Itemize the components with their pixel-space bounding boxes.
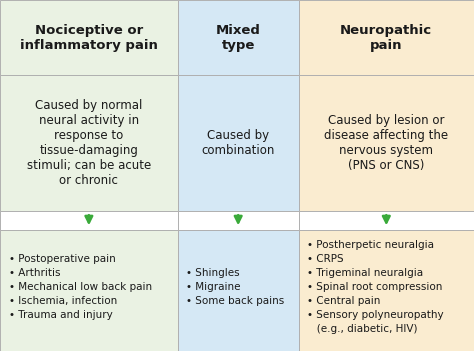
Text: Caused by normal
neural activity in
response to
tissue-damaging
stimuli; can be : Caused by normal neural activity in resp…: [27, 99, 151, 187]
Text: Nociceptive or
inflammatory pain: Nociceptive or inflammatory pain: [20, 24, 158, 52]
Bar: [178, 230, 299, 351]
Bar: [0, 230, 178, 351]
Text: • Shingles
• Migraine
• Some back pains: • Shingles • Migraine • Some back pains: [186, 268, 284, 306]
Bar: [299, 230, 474, 351]
Text: Caused by lesion or
disease affecting the
nervous system
(PNS or CNS): Caused by lesion or disease affecting th…: [324, 114, 448, 172]
Bar: [178, 211, 299, 230]
Text: Neuropathic
pain: Neuropathic pain: [340, 24, 432, 52]
Text: • Postherpetic neuralgia
• CRPS
• Trigeminal neuralgia
• Spinal root compression: • Postherpetic neuralgia • CRPS • Trigem…: [307, 240, 444, 334]
Text: Mixed
type: Mixed type: [216, 24, 261, 52]
Bar: [0, 0, 178, 75]
Bar: [299, 211, 474, 230]
Text: • Postoperative pain
• Arthritis
• Mechanical low back pain
• Ischemia, infectio: • Postoperative pain • Arthritis • Mecha…: [9, 254, 152, 320]
Text: Caused by
combination: Caused by combination: [201, 129, 275, 157]
Bar: [299, 75, 474, 211]
Bar: [0, 211, 178, 230]
Bar: [178, 75, 299, 211]
Bar: [0, 75, 178, 211]
Bar: [178, 0, 299, 75]
Bar: [299, 0, 474, 75]
